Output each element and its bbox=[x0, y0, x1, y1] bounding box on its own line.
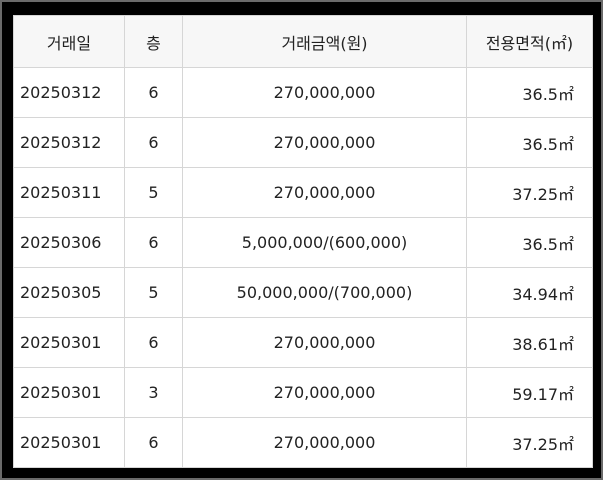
cell-amount: 270,000,000 bbox=[182, 417, 467, 468]
cell-amount: 270,000,000 bbox=[182, 117, 467, 168]
cell-date: 20250312 bbox=[13, 117, 125, 168]
cell-area: 34.94㎡ bbox=[466, 267, 593, 318]
cell-area: 59.17㎡ bbox=[466, 367, 593, 418]
cell-floor: 6 bbox=[124, 67, 183, 118]
cell-amount: 270,000,000 bbox=[182, 317, 467, 368]
table-row: 20250301 6 270,000,000 38.61㎡ bbox=[13, 317, 593, 368]
header-row: 거래일 층 거래금액(원) 전용면적(㎡) bbox=[13, 15, 593, 68]
cell-floor: 3 bbox=[124, 367, 183, 418]
cell-amount: 270,000,000 bbox=[182, 367, 467, 418]
cell-area: 36.5㎡ bbox=[466, 117, 593, 168]
table-row: 20250301 6 270,000,000 37.25㎡ bbox=[13, 417, 593, 468]
cell-area: 37.25㎡ bbox=[466, 167, 593, 218]
table-row: 20250306 6 5,000,000/(600,000) 36.5㎡ bbox=[13, 217, 593, 268]
cell-date: 20250301 bbox=[13, 317, 125, 368]
table-row: 20250311 5 270,000,000 37.25㎡ bbox=[13, 167, 593, 218]
cell-area: 38.61㎡ bbox=[466, 317, 593, 368]
cell-amount: 5,000,000/(600,000) bbox=[182, 217, 467, 268]
cell-area: 36.5㎡ bbox=[466, 67, 593, 118]
table-row: 20250312 6 270,000,000 36.5㎡ bbox=[13, 117, 593, 168]
cell-floor: 6 bbox=[124, 217, 183, 268]
cell-floor: 6 bbox=[124, 317, 183, 368]
cell-date: 20250311 bbox=[13, 167, 125, 218]
cell-floor: 6 bbox=[124, 117, 183, 168]
header-floor: 층 bbox=[124, 15, 183, 68]
cell-floor: 5 bbox=[124, 167, 183, 218]
cell-area: 37.25㎡ bbox=[466, 417, 593, 468]
table-body: 20250312 6 270,000,000 36.5㎡ 20250312 6 … bbox=[13, 67, 593, 468]
table-row: 20250312 6 270,000,000 36.5㎡ bbox=[13, 67, 593, 118]
transaction-table: 거래일 층 거래금액(원) 전용면적(㎡) 20250312 6 270,000… bbox=[13, 15, 593, 468]
cell-floor: 6 bbox=[124, 417, 183, 468]
cell-area: 36.5㎡ bbox=[466, 217, 593, 268]
table-header: 거래일 층 거래금액(원) 전용면적(㎡) bbox=[13, 15, 593, 68]
cell-date: 20250301 bbox=[13, 367, 125, 418]
cell-amount: 270,000,000 bbox=[182, 67, 467, 118]
cell-date: 20250312 bbox=[13, 67, 125, 118]
cell-date: 20250301 bbox=[13, 417, 125, 468]
header-area: 전용면적(㎡) bbox=[466, 15, 593, 68]
cell-date: 20250306 bbox=[13, 217, 125, 268]
cell-floor: 5 bbox=[124, 267, 183, 318]
table-row: 20250301 3 270,000,000 59.17㎡ bbox=[13, 367, 593, 418]
cell-amount: 50,000,000/(700,000) bbox=[182, 267, 467, 318]
header-amount: 거래금액(원) bbox=[182, 15, 467, 68]
cell-amount: 270,000,000 bbox=[182, 167, 467, 218]
header-date: 거래일 bbox=[13, 15, 125, 68]
table-row: 20250305 5 50,000,000/(700,000) 34.94㎡ bbox=[13, 267, 593, 318]
cell-date: 20250305 bbox=[13, 267, 125, 318]
